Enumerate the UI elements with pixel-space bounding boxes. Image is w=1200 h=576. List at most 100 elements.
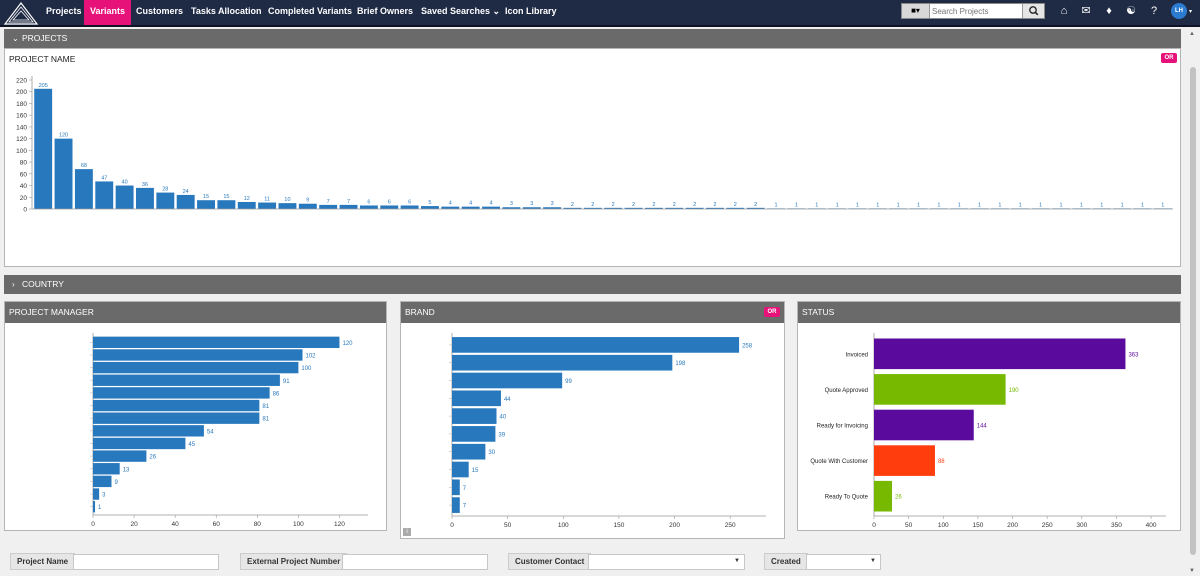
bar[interactable] [421,206,439,209]
project-name-filter-input[interactable] [73,554,219,570]
nav-customers[interactable]: Customers [136,6,184,16]
bar[interactable] [93,361,299,374]
bell-icon[interactable]: ♦ [1106,5,1112,17]
bar[interactable] [339,204,358,209]
cart-icon[interactable]: ☯ [1126,5,1136,17]
help-icon[interactable]: ? [1150,5,1158,17]
bar[interactable] [136,187,154,209]
bar[interactable] [115,185,134,209]
created-select[interactable]: ▼ [806,554,881,570]
search-input[interactable] [932,4,1020,18]
bar[interactable] [93,374,280,386]
bar[interactable] [359,205,378,209]
bar[interactable] [380,205,399,209]
avatar[interactable]: LH [1171,3,1187,19]
bar[interactable] [482,206,500,209]
bar[interactable] [685,207,704,209]
bar[interactable] [93,450,147,462]
bar[interactable] [452,337,740,353]
or-filter-badge[interactable]: OR [1161,53,1177,63]
section-country-toggle[interactable]: › COUNTRY [4,275,1181,294]
bar[interactable] [874,480,893,512]
bar[interactable] [874,338,1126,370]
bar[interactable] [258,202,277,209]
bar[interactable] [93,463,120,475]
info-icon[interactable]: i [403,528,411,536]
bar[interactable] [452,408,497,424]
scroll-thumb[interactable] [1190,67,1196,555]
external-project-number-input[interactable] [342,554,488,570]
bar[interactable] [452,461,469,478]
home-icon[interactable]: ⌂ [1060,5,1068,17]
bar[interactable] [93,349,303,361]
bar[interactable] [563,207,582,209]
bar[interactable] [441,206,460,209]
bar[interactable] [543,207,562,209]
filter-row: Project Name External Project Number Cus… [0,553,1188,573]
bar[interactable] [93,437,186,450]
bar[interactable] [400,205,419,209]
bar[interactable] [502,207,521,209]
nav-tasks-allocation[interactable]: Tasks Allocation [191,6,262,16]
bar[interactable] [217,200,236,209]
nav-variants[interactable]: Variants [84,0,132,25]
bar[interactable] [93,387,270,399]
bar[interactable] [452,372,563,389]
bar[interactable] [74,169,93,209]
nav-icon-library[interactable]: Icon Library [505,6,557,16]
section-projects-toggle[interactable]: ⌄ PROJECTS [4,29,1181,48]
bar[interactable] [624,207,643,209]
bar[interactable] [452,443,486,460]
bar[interactable] [278,203,297,209]
bar[interactable] [874,445,935,476]
bar[interactable] [237,201,256,209]
bar[interactable] [93,475,112,488]
x-tick-label: 200 [1007,522,1018,529]
nav-brief-owners[interactable]: Brief Owners [357,6,414,16]
bar[interactable] [452,479,460,496]
bar[interactable] [452,497,460,513]
bar[interactable] [452,354,673,371]
bar[interactable] [746,207,765,209]
bar[interactable] [176,194,195,209]
bar[interactable] [665,207,684,209]
bar[interactable] [726,207,745,209]
bar[interactable] [461,206,480,209]
bar[interactable] [604,207,623,209]
page-scrollbar[interactable]: ▲ ▼ [1188,29,1198,576]
bar[interactable] [95,181,114,209]
bar[interactable] [298,203,317,209]
chevron-down-icon[interactable]: ▾ [1189,9,1193,15]
nav-projects[interactable]: Projects [46,6,82,16]
nav-saved-searches[interactable]: Saved Searches ⌄ [421,6,501,16]
bar[interactable] [522,207,541,209]
chat-icon[interactable]: ✉ [1081,5,1091,17]
bar[interactable] [93,500,96,513]
bar[interactable] [644,207,663,209]
bar[interactable] [874,409,974,441]
customer-contact-select[interactable]: ▼ [588,554,745,570]
bar[interactable] [93,412,260,424]
y-tick-label: 180 [16,101,27,108]
bar[interactable] [93,488,100,500]
bar[interactable] [452,390,501,407]
bar[interactable] [452,426,496,442]
bar[interactable] [197,200,215,209]
bar[interactable] [93,336,340,349]
bar[interactable] [34,88,53,209]
scroll-down-icon[interactable]: ▼ [1189,568,1195,574]
bar[interactable] [54,138,73,209]
bar[interactable] [93,425,204,437]
search-button[interactable] [1022,4,1044,18]
bar[interactable] [874,374,1006,405]
nav-completed-variants[interactable]: Completed Variants [268,6,353,16]
bar[interactable] [156,192,175,209]
or-filter-badge[interactable]: OR [764,307,780,317]
scroll-up-icon[interactable]: ▲ [1189,31,1195,37]
bar[interactable] [706,207,724,209]
search-scope-dropdown[interactable]: ■▾ [902,4,930,18]
bar[interactable] [583,207,602,209]
bar[interactable] [319,204,338,209]
app-logo-icon[interactable] [3,1,39,26]
bar[interactable] [93,399,260,412]
